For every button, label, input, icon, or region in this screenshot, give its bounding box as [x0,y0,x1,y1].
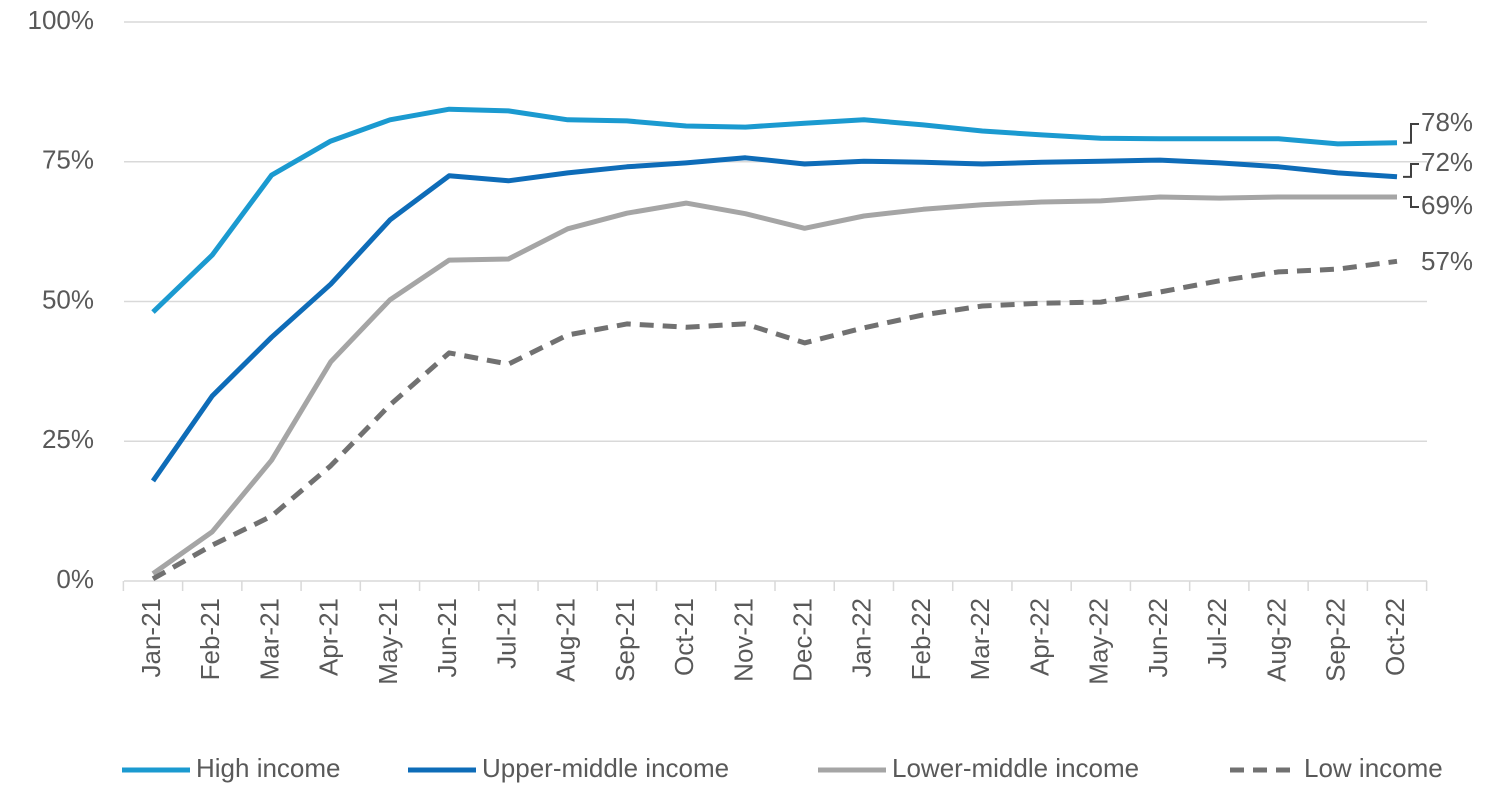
data-label: 57% [1421,246,1473,276]
x-tick-label: Sep-22 [1321,598,1351,682]
x-tick-label: Feb-21 [195,598,225,680]
x-tick-label: May-21 [373,598,403,685]
x-tick-label: May-22 [1084,598,1114,685]
y-tick-label: 0% [56,564,94,594]
x-tick-label: Jul-21 [491,598,521,669]
x-tick-label: Jan-22 [847,598,877,678]
series-line [151,106,1398,314]
x-tick-label: Mar-22 [965,598,995,680]
x-tick-label: Oct-22 [1380,598,1410,676]
x-tick-label: Aug-22 [1261,598,1291,682]
legend-label: Upper-middle income [482,753,729,783]
series-line [150,155,1398,483]
data-label: 78% [1421,107,1473,137]
leader-line [1403,195,1419,208]
x-tick-label: Oct-21 [669,598,699,676]
data-label: 69% [1421,190,1473,220]
x-tick-label: Aug-21 [551,598,581,682]
leader-line [1403,123,1419,144]
x-tick-label: Jan-21 [136,598,166,678]
legend-label: Low income [1304,753,1443,783]
x-tick-label: Apr-21 [314,598,344,676]
series-line [151,194,1397,576]
x-tick-label: Dec-21 [787,598,817,682]
x-tick-label: Apr-22 [1024,598,1054,676]
y-tick-label: 25% [42,424,94,454]
legend-label: High income [196,753,341,783]
data-label: 72% [1421,147,1473,177]
x-tick-label: Mar-21 [254,598,284,680]
leader-line [1403,163,1419,178]
x-tick-label: Jun-21 [432,598,462,678]
y-tick-label: 75% [42,145,94,175]
x-tick-label: Nov-21 [728,598,758,682]
y-tick-label: 50% [42,284,94,314]
y-tick-label: 100% [28,5,95,35]
x-tick-label: Feb-22 [906,598,936,680]
legend-label: Lower-middle income [892,753,1139,783]
x-tick-label: Sep-21 [610,598,640,682]
x-tick-label: Jun-22 [1143,598,1173,678]
series-line [151,258,1398,581]
x-tick-label: Jul-22 [1202,598,1232,669]
